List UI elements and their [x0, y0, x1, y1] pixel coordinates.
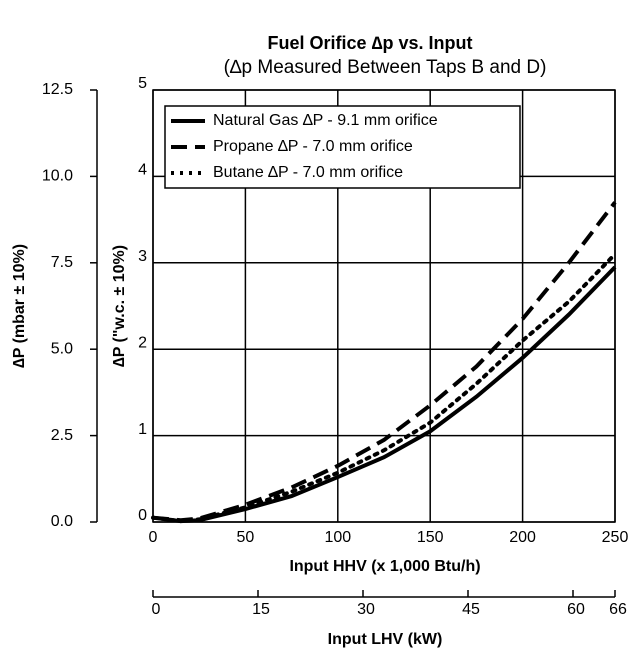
- x2-tick-label: 0: [152, 601, 161, 618]
- x-tick-label: 0: [149, 529, 158, 546]
- y-tick-label: 3: [138, 248, 147, 265]
- chart-subtitle: (∆p Measured Between Taps B and D): [224, 57, 547, 78]
- y-tick-label: 5: [138, 75, 147, 92]
- x2-tick-label: 45: [462, 601, 480, 618]
- legend-label: Propane ∆P - 7.0 mm orifice: [213, 138, 413, 155]
- y-tick-label: 1: [138, 421, 147, 438]
- x2-tick-label: 60: [567, 601, 585, 618]
- legend-label: Natural Gas ∆P - 9.1 mm orifice: [213, 112, 438, 129]
- plot-border: [152, 89, 616, 523]
- y2-tick-label: 5.0: [51, 340, 73, 357]
- y-tick-label: 4: [138, 162, 147, 179]
- chart-title: Fuel Orifice ∆p vs. Input: [267, 33, 472, 53]
- y2-tick-label: 10.0: [42, 168, 73, 185]
- x-tick-label: 250: [602, 529, 629, 546]
- legend-label: Butane ∆P - 7.0 mm orifice: [213, 164, 403, 181]
- series-line: [151, 252, 617, 524]
- x-tick-label: 50: [237, 529, 255, 546]
- x2-tick-label: 30: [357, 601, 375, 618]
- x2-axis-label: Input LHV (kW): [328, 631, 443, 648]
- legend-box: [164, 105, 521, 189]
- x2-tick-label: 66: [609, 601, 627, 618]
- series-line: [152, 201, 617, 523]
- x-tick-label: 100: [324, 529, 351, 546]
- y2-tick-label: 2.5: [51, 427, 73, 444]
- x-tick-label: 150: [417, 529, 444, 546]
- y-tick-label: 2: [138, 334, 147, 351]
- y2-tick-label: 7.5: [51, 254, 73, 271]
- y2-axis-label: ∆P (mbar ± 10%): [11, 244, 28, 368]
- y-axis-label: ∆P ("w.c. ± 10%): [111, 245, 128, 367]
- x-tick-label: 200: [509, 529, 536, 546]
- x2-tick-label: 15: [252, 601, 270, 618]
- y2-tick-label: 0.0: [51, 513, 73, 530]
- series-line: [152, 265, 617, 524]
- y-tick-label: 0: [138, 507, 147, 524]
- y2-tick-label: 12.5: [42, 81, 73, 98]
- x-axis-label: Input HHV (x 1,000 Btu/h): [289, 558, 480, 575]
